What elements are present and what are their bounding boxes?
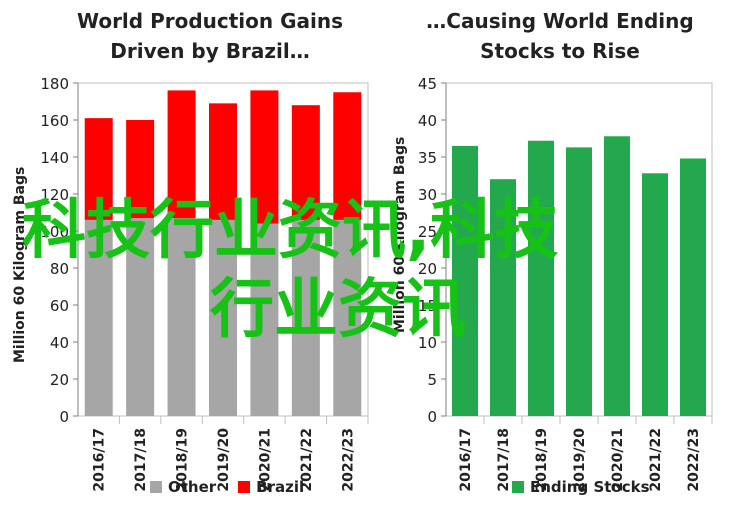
right-y-tick-label: 5	[427, 371, 437, 389]
left-y-tick-label: 20	[50, 371, 69, 389]
right-x-tick-label: 2019/20	[572, 428, 588, 492]
right-x-tick-label: 2016/17	[458, 428, 474, 492]
left-x-tick-label: 2020/21	[257, 428, 273, 492]
right-x-tick-label: 2020/21	[610, 428, 626, 492]
right-x-tick-label: 2017/18	[496, 428, 512, 492]
legend-swatch-ending-stocks	[512, 481, 524, 493]
right-y-tick-label: 45	[418, 75, 437, 93]
right-bar-ending-stocks	[604, 136, 630, 416]
right-legend: Ending Stocks	[512, 478, 650, 496]
left-y-tick-label: 180	[40, 75, 69, 93]
left-bar-brazil	[126, 120, 155, 219]
left-bar-other	[333, 219, 362, 416]
left-bar-brazil	[167, 90, 196, 219]
right-y-tick-label: 0	[427, 408, 437, 426]
legend-label-brazil: Brazil	[256, 478, 305, 496]
left-y-tick-label: 40	[50, 334, 69, 352]
left-y-tick-label: 140	[40, 149, 69, 167]
left-x-tick-label: 2017/18	[133, 428, 149, 492]
right-y-tick-label: 20	[418, 260, 437, 278]
right-bar-ending-stocks	[528, 140, 554, 416]
left-y-tick-label: 160	[40, 112, 69, 130]
left-bar-brazil	[84, 118, 113, 220]
right-bar-ending-stocks	[680, 158, 706, 417]
right-y-tick-label: 15	[418, 297, 437, 315]
left-y-tick-label: 0	[59, 408, 69, 426]
left-chart-title: World Production Gains Driven by Brazil…	[76, 9, 344, 63]
left-bar-brazil	[333, 92, 362, 220]
right-y-tick-label: 25	[418, 223, 437, 241]
legend-label-ending-stocks: Ending Stocks	[530, 478, 650, 496]
left-bar-other	[84, 219, 113, 416]
right-chart-title: …Causing World Ending Stocks to Rise	[426, 9, 694, 63]
right-y-tick-label: 30	[418, 186, 437, 204]
left-legend: Other Brazil	[150, 478, 304, 496]
legend-swatch-other	[150, 481, 162, 493]
left-bar-other	[209, 219, 237, 416]
right-x-tick-label: 2018/19	[534, 428, 550, 492]
right-x-tick-label: 2022/23	[686, 428, 702, 492]
right-bar-ending-stocks	[642, 173, 668, 416]
left-bar-other	[250, 223, 279, 416]
left-x-tick-label: 2021/22	[299, 428, 315, 492]
left-x-tick-label: 2019/20	[216, 428, 232, 492]
left-y-axis-label: Million 60 Kilogram Bags	[12, 166, 28, 363]
left-x-tick-label: 2018/19	[175, 428, 191, 492]
right-y-axis-label: Million 60 Kilogram Bags	[392, 136, 408, 333]
right-bar-ending-stocks	[566, 147, 592, 416]
legend-swatch-brazil	[238, 481, 251, 493]
left-y-tick-label: 120	[40, 186, 69, 204]
left-bar-brazil	[250, 90, 279, 224]
right-bar-ending-stocks	[490, 179, 516, 416]
left-x-tick-label: 2016/17	[92, 428, 108, 492]
right-x-tick-label: 2021/22	[648, 428, 664, 492]
left-bar-brazil	[291, 105, 320, 220]
left-bar-other	[167, 218, 196, 416]
left-y-tick-label: 80	[50, 260, 69, 278]
right-y-tick-label: 10	[418, 334, 437, 352]
left-bar-brazil	[209, 103, 237, 220]
left-bar-other	[291, 219, 320, 416]
legend-label-other: Other	[168, 478, 217, 496]
left-y-tick-label: 100	[40, 223, 69, 241]
right-y-tick-label: 35	[418, 149, 437, 167]
left-bar-other	[126, 218, 155, 416]
right-y-tick-label: 40	[418, 112, 437, 130]
left-y-tick-label: 60	[50, 297, 69, 315]
left-x-tick-label: 2022/23	[340, 428, 356, 492]
right-bar-ending-stocks	[452, 145, 478, 416]
